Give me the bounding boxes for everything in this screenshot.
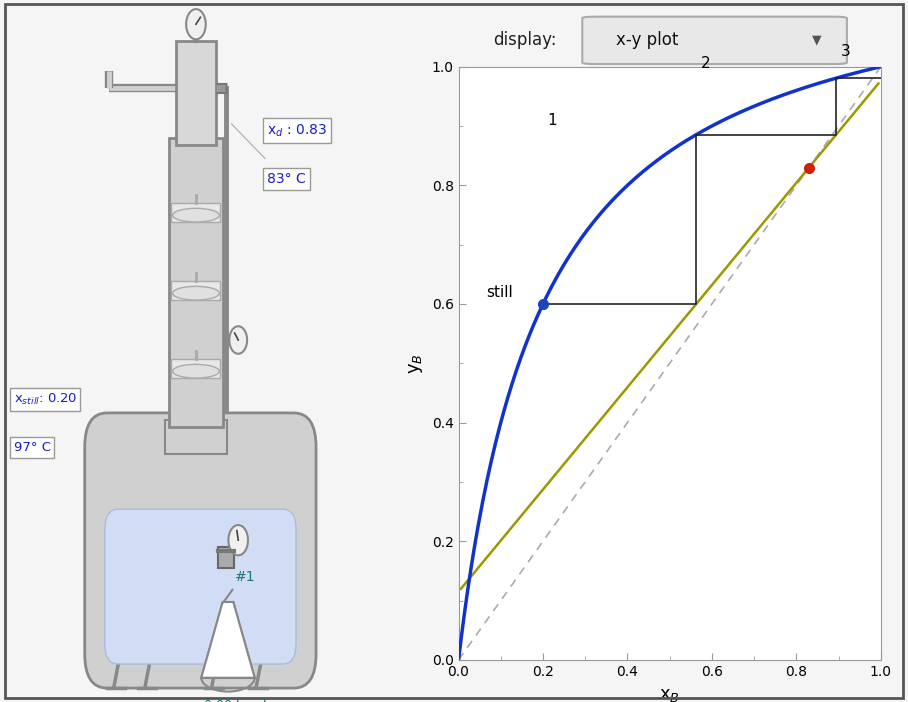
- Polygon shape: [202, 602, 254, 678]
- Circle shape: [230, 326, 247, 354]
- Text: still: still: [487, 285, 513, 300]
- Ellipse shape: [173, 208, 220, 222]
- Y-axis label: y$_B$: y$_B$: [407, 353, 425, 373]
- Text: #1: #1: [234, 571, 255, 585]
- X-axis label: x$_B$: x$_B$: [659, 686, 680, 702]
- Text: 0.00 kmol: 0.00 kmol: [203, 698, 266, 702]
- Text: 3: 3: [841, 44, 850, 59]
- Bar: [165, 420, 227, 454]
- Text: x$_d$ : 0.83: x$_d$ : 0.83: [267, 123, 327, 139]
- Text: 97° C: 97° C: [14, 441, 51, 453]
- Bar: [169, 138, 222, 427]
- Text: x-y plot: x-y plot: [617, 32, 679, 49]
- FancyBboxPatch shape: [582, 17, 847, 64]
- Text: display:: display:: [493, 32, 557, 49]
- Bar: [176, 41, 216, 145]
- Bar: [172, 281, 221, 300]
- Polygon shape: [202, 602, 254, 678]
- Bar: [172, 203, 221, 222]
- Circle shape: [186, 9, 206, 39]
- Text: ▼: ▼: [812, 34, 822, 47]
- Text: 2: 2: [700, 56, 710, 71]
- Text: 83° C: 83° C: [267, 172, 306, 186]
- FancyBboxPatch shape: [84, 413, 316, 688]
- Ellipse shape: [173, 286, 220, 300]
- Bar: [218, 547, 233, 568]
- Bar: [172, 359, 221, 378]
- Ellipse shape: [173, 364, 220, 378]
- Text: 1: 1: [548, 112, 557, 128]
- Circle shape: [229, 525, 248, 555]
- Text: x$_{still}$: 0.20: x$_{still}$: 0.20: [14, 392, 76, 406]
- FancyBboxPatch shape: [104, 509, 296, 664]
